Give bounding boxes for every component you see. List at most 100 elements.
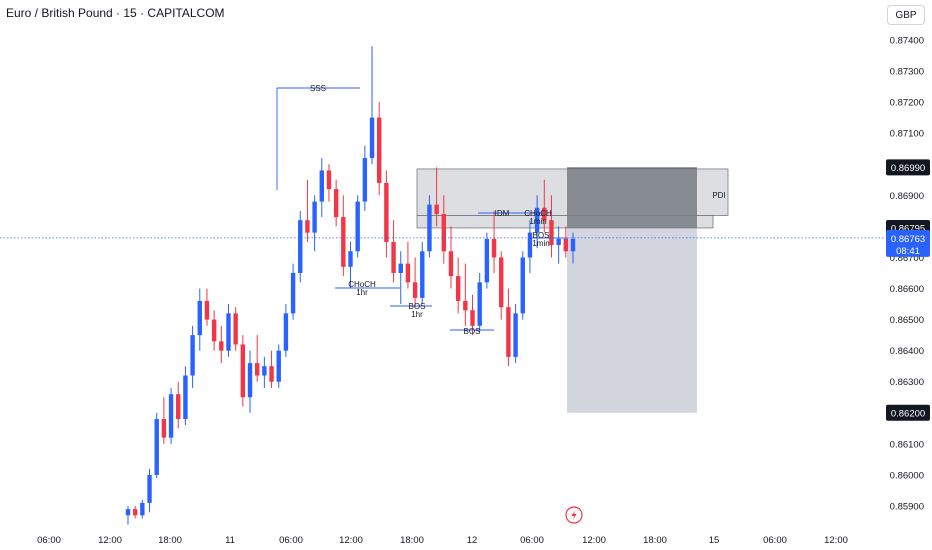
candle[interactable] — [333, 179, 339, 227]
price-tag[interactable]: 0.86200 — [886, 404, 930, 421]
target-zone[interactable] — [567, 227, 697, 413]
candle[interactable] — [520, 251, 525, 320]
candle[interactable] — [247, 350, 253, 413]
candle[interactable] — [290, 263, 296, 320]
candle[interactable] — [355, 195, 360, 258]
candle[interactable] — [499, 251, 504, 320]
y-tick-label: 0.86600 — [890, 284, 924, 295]
candle[interactable] — [168, 387, 174, 444]
candle[interactable] — [147, 468, 152, 513]
candle-body — [434, 204, 439, 214]
candle-body — [176, 394, 181, 420]
candle[interactable] — [125, 506, 131, 525]
candle[interactable] — [513, 304, 518, 364]
candle[interactable] — [326, 164, 332, 202]
candle[interactable] — [527, 220, 533, 273]
y-tick-label: 0.86900 — [890, 191, 924, 202]
candle[interactable] — [369, 46, 375, 165]
candle[interactable] — [542, 179, 547, 233]
candle[interactable] — [254, 335, 260, 382]
candle[interactable] — [477, 273, 482, 333]
candle[interactable] — [377, 102, 382, 196]
candle[interactable] — [219, 325, 224, 364]
candle[interactable] — [319, 158, 324, 218]
candle[interactable] — [283, 304, 289, 357]
candle[interactable] — [298, 210, 303, 283]
candle[interactable] — [183, 366, 188, 426]
candle[interactable] — [132, 506, 138, 519]
candle[interactable] — [506, 288, 511, 367]
candle-body — [369, 117, 375, 159]
candle[interactable] — [240, 335, 246, 407]
candle[interactable] — [420, 241, 425, 305]
candle[interactable] — [176, 381, 181, 429]
y-tick-label: 0.86300 — [890, 377, 924, 388]
candle-body — [125, 509, 131, 516]
candle[interactable] — [341, 195, 346, 277]
candle[interactable] — [563, 226, 569, 258]
candle-body — [441, 213, 447, 252]
candle[interactable] — [441, 195, 447, 264]
candle[interactable] — [491, 210, 497, 273]
candle[interactable] — [204, 288, 210, 326]
candle[interactable] — [161, 397, 167, 444]
candle-body — [326, 170, 332, 190]
candle[interactable] — [434, 167, 439, 227]
candle[interactable] — [448, 226, 454, 289]
candle-body — [348, 251, 353, 267]
candle-body — [513, 313, 518, 357]
candle[interactable] — [549, 195, 554, 258]
candle[interactable] — [534, 195, 540, 249]
currency-button[interactable]: GBP — [887, 5, 925, 25]
candle-body — [484, 238, 490, 283]
candle[interactable] — [470, 294, 475, 336]
candle[interactable] — [398, 251, 403, 305]
candle[interactable] — [269, 350, 274, 388]
candle[interactable] — [391, 220, 396, 283]
candle[interactable] — [405, 241, 411, 289]
candle[interactable] — [305, 179, 310, 242]
candle[interactable] — [276, 344, 281, 388]
pdi-zone[interactable] — [416, 168, 729, 216]
candle-body — [219, 341, 224, 351]
lightning-icon[interactable] — [565, 506, 583, 524]
price-tag[interactable]: 0.86990 — [886, 159, 930, 176]
annotation-label: 1min — [532, 239, 549, 248]
candle[interactable] — [190, 325, 195, 388]
candle-body — [448, 251, 454, 277]
candle[interactable] — [211, 310, 217, 351]
price-tag-countdown: 08:41 — [896, 246, 920, 257]
candle[interactable] — [412, 257, 418, 308]
candle[interactable] — [154, 412, 159, 479]
annotation-label: SSS — [310, 84, 326, 93]
candle[interactable] — [362, 145, 368, 211]
candle-body — [204, 300, 210, 320]
x-tick-label: 06:00 — [37, 535, 61, 546]
candle[interactable] — [484, 232, 490, 289]
x-tick-label: 12:00 — [339, 535, 363, 546]
candle[interactable] — [463, 263, 468, 326]
candle-body — [233, 313, 238, 345]
candle[interactable] — [384, 170, 389, 258]
candle[interactable] — [556, 226, 561, 264]
y-tick-label: 0.87400 — [890, 36, 924, 47]
candle-body — [463, 300, 468, 311]
candle[interactable] — [427, 195, 432, 258]
candle[interactable] — [226, 304, 231, 357]
stop-zone[interactable] — [567, 167, 697, 228]
candle-body — [549, 220, 554, 246]
candle[interactable] — [455, 257, 461, 314]
candle[interactable] — [197, 288, 202, 351]
candle-body — [563, 238, 569, 252]
candle[interactable] — [570, 232, 576, 264]
candle[interactable] — [262, 356, 267, 388]
candle[interactable] — [233, 307, 238, 351]
candle-body — [211, 319, 217, 342]
candle-body — [226, 313, 231, 351]
candle[interactable] — [140, 499, 145, 519]
candle[interactable] — [312, 195, 317, 252]
candle[interactable] — [348, 241, 353, 289]
candle-body — [355, 201, 360, 252]
